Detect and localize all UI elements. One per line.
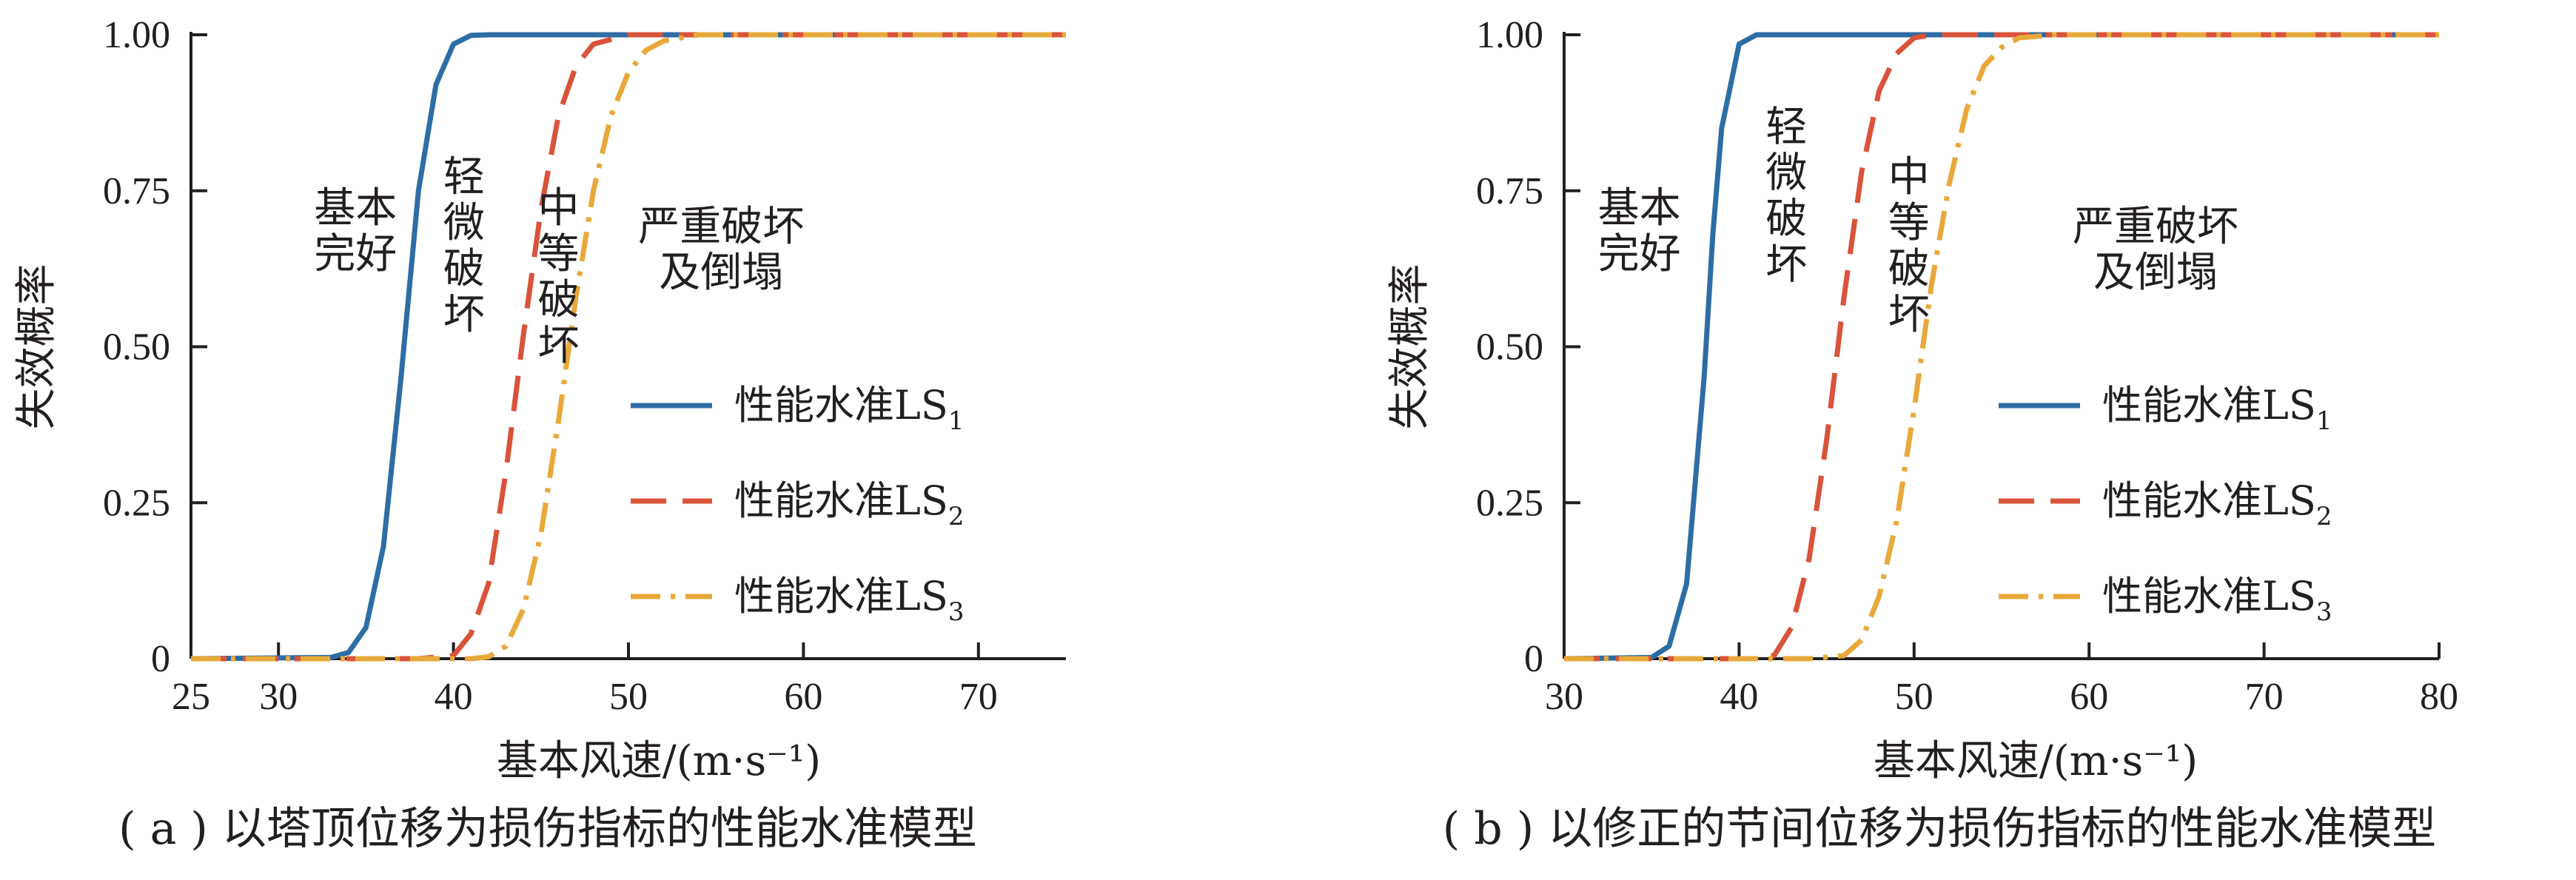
legend-label-text: 性能水准LS [734, 382, 948, 429]
legend-label-ls1: 性能水准LS1 [2102, 382, 2332, 436]
legend-label-text: 性能水准LS [734, 573, 948, 619]
panel-a: 0 0.25 0.50 0.75 1.00 25 30 40 50 60 70 基本风速/(m·s⁻¹… [13, 14, 1066, 855]
legend-label-text: 性能水准LS [2102, 382, 2316, 429]
region-label: 坏 [1888, 291, 1930, 339]
region-label: 微 [443, 199, 485, 247]
legend-label-subscript: 1 [948, 406, 965, 436]
panel-b: 0 0.25 0.50 0.75 1.00 30 40 50 60 70 80 基本风速/(m·s⁻¹… [1386, 14, 2458, 855]
region-label: 严重破坏 [638, 203, 804, 251]
legend-label-subscript: 3 [2316, 597, 2332, 627]
series-line-ls2 [1564, 32, 2439, 662]
region-label: 破 [1888, 245, 1930, 293]
region-label: 完好 [1598, 230, 1681, 278]
region-label: 微 [1765, 149, 1807, 197]
y-tick-label: 0.50 [103, 326, 170, 369]
legend-label-text: 性能水准LS [2102, 573, 2316, 619]
region-label: 基本 [1598, 184, 1681, 232]
series-line-ls3 [191, 32, 1066, 662]
series-line-ls1 [190, 32, 1066, 662]
panel-caption: ( a ) 以塔顶位移为损伤指标的性能水准模型 [118, 803, 977, 855]
region-label: 轻 [443, 153, 485, 201]
legend-label-ls1: 性能水准LS1 [734, 382, 965, 436]
legend-label-ls2: 性能水准LS2 [734, 477, 965, 531]
x-tick-label: 60 [784, 676, 822, 718]
legend-label-subscript: 3 [948, 597, 965, 627]
legend-label-subscript: 2 [948, 502, 965, 531]
y-tick-label: 0.75 [103, 170, 170, 212]
legend-label-ls2: 性能水准LS2 [2102, 477, 2332, 531]
x-tick-label: 50 [1895, 676, 1933, 718]
y-tick-label: 0.75 [1476, 170, 1543, 212]
legend-label-subscript: 2 [2316, 502, 2332, 531]
x-tick-label: 25 [172, 676, 210, 718]
x-axis-label: 基本风速/(m·s⁻¹) [1874, 737, 2198, 785]
region-label: 破 [1765, 195, 1807, 243]
legend-label-text: 性能水准LS [734, 477, 948, 524]
region-label: 坏 [1765, 241, 1807, 289]
legend-label-ls3: 性能水准LS3 [2102, 573, 2332, 627]
y-tick-label: 0 [1524, 638, 1543, 680]
legend-label-subscript: 1 [2316, 406, 2332, 436]
series-line-ls2 [191, 32, 1066, 662]
y-axis-label: 失效概率 [1386, 264, 1434, 430]
x-tick-label: 30 [259, 676, 298, 718]
region-label: 轻 [1765, 103, 1807, 151]
x-tick-label: 30 [1545, 676, 1583, 718]
x-tick-label: 70 [959, 676, 998, 718]
x-tick-label: 40 [435, 676, 473, 718]
region-label: 中 [537, 184, 579, 232]
region-label: 破 [443, 245, 485, 293]
x-tick-label: 50 [609, 676, 648, 718]
y-tick-label: 1.00 [103, 14, 170, 56]
region-label: 中 [1888, 153, 1930, 201]
x-axis-label: 基本风速/(m·s⁻¹) [497, 737, 821, 785]
y-axis-label: 失效概率 [13, 264, 61, 430]
x-tick-label: 80 [2420, 676, 2458, 718]
region-label: 及倒塌 [2093, 249, 2218, 297]
region-label: 等 [537, 230, 579, 278]
region-label: 基本 [314, 184, 397, 232]
y-tick-label: 0 [151, 638, 170, 680]
y-tick-label: 0.25 [103, 482, 170, 524]
region-label: 严重破坏 [2073, 203, 2238, 251]
legend-label-text: 性能水准LS [2102, 477, 2316, 524]
region-label: 等 [1888, 199, 1930, 247]
y-tick-label: 0.50 [1476, 326, 1543, 369]
panel-caption: ( b ) 以修正的节间位移为损伤指标的性能水准模型 [1443, 803, 2436, 855]
region-label: 坏 [537, 322, 579, 370]
x-tick-label: 60 [2070, 676, 2108, 718]
region-label: 完好 [314, 230, 397, 278]
x-tick-label: 40 [1720, 676, 1758, 718]
y-tick-label: 0.25 [1476, 482, 1543, 524]
x-tick-label: 70 [2245, 676, 2284, 718]
region-label: 破 [537, 276, 579, 324]
region-label: 及倒塌 [659, 249, 783, 297]
legend-label-ls3: 性能水准LS3 [734, 573, 965, 627]
series-line-ls1 [1563, 32, 2439, 662]
y-tick-label: 1.00 [1476, 14, 1543, 56]
region-label: 坏 [443, 291, 485, 339]
series-line-ls3 [1564, 32, 2439, 662]
